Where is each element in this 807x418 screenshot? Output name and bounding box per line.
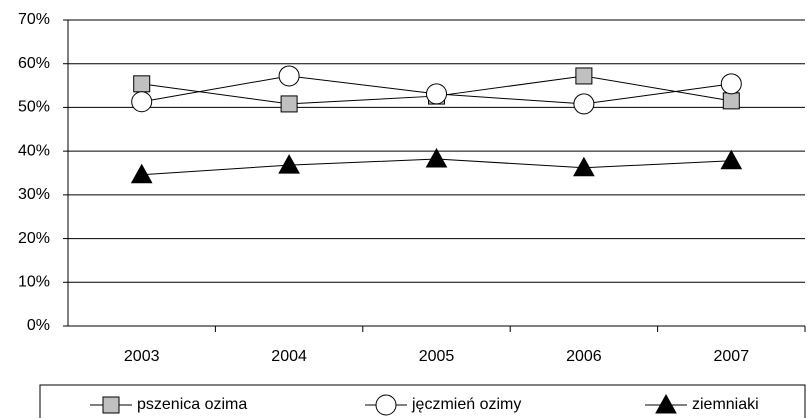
marker — [278, 154, 300, 174]
marker — [655, 393, 677, 414]
x-tick-label: 2005 — [419, 348, 455, 365]
marker — [720, 149, 743, 170]
marker — [425, 147, 448, 168]
marker — [133, 75, 151, 93]
legend-box — [39, 384, 806, 418]
y-tick-label: 50% — [18, 99, 50, 116]
x-tick-label: 2007 — [714, 348, 750, 365]
legend-label: pszenica ozima — [137, 396, 247, 413]
y-tick-label: 20% — [18, 230, 50, 247]
x-tick-label: 2003 — [124, 348, 160, 365]
marker — [573, 93, 595, 115]
y-tick-label: 10% — [18, 274, 50, 291]
y-tick-label: 70% — [18, 11, 50, 28]
marker — [722, 92, 740, 110]
legend-label: jęczmień ozimy — [411, 396, 521, 413]
marker — [573, 156, 595, 177]
marker — [375, 394, 397, 416]
y-tick-label: 0% — [27, 317, 50, 334]
marker — [280, 95, 298, 113]
marker — [278, 65, 300, 87]
x-tick-label: 2004 — [271, 348, 307, 365]
marker — [102, 396, 120, 414]
legend-label: ziemniaki — [692, 396, 759, 413]
x-tick-label: 2006 — [566, 348, 602, 365]
y-tick-label: 40% — [18, 142, 50, 159]
y-tick-label: 30% — [18, 186, 50, 203]
marker — [130, 163, 153, 184]
marker — [131, 91, 153, 113]
marker — [575, 67, 593, 85]
y-tick-label: 60% — [18, 55, 50, 72]
marker — [720, 73, 742, 95]
marker — [426, 83, 447, 105]
